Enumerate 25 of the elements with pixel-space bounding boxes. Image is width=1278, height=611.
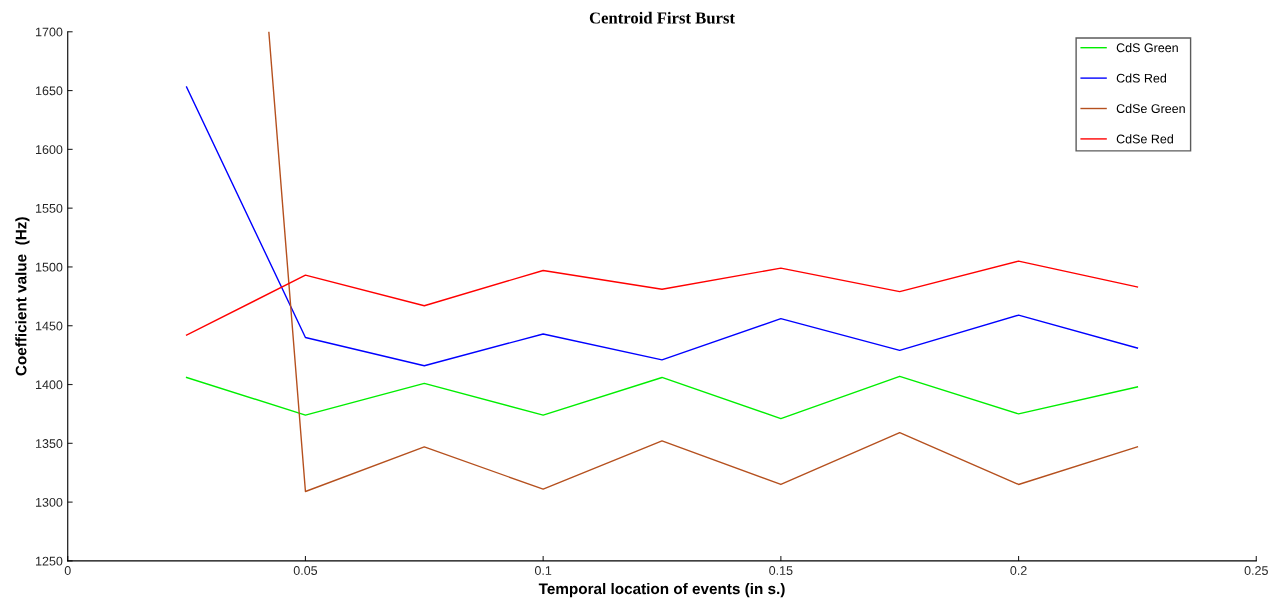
x-tick-label: 0.05 xyxy=(293,566,318,575)
x-tick-label: 0.2 xyxy=(1010,566,1027,575)
y-tick-label: 1300 xyxy=(36,497,63,507)
x-tick-label: 0.25 xyxy=(1244,566,1268,575)
y-axis-title: Coefficient value (Hz) xyxy=(15,217,30,376)
y-tick-label: 1450 xyxy=(36,321,63,331)
chart-title: Centroid First Burst xyxy=(589,11,735,24)
legend-label: CdSe Green xyxy=(1116,103,1185,114)
y-tick-label: 1400 xyxy=(36,380,63,390)
x-axis-title: Temporal location of events (in s.) xyxy=(538,582,785,598)
y-tick-label: 1350 xyxy=(36,439,63,448)
x-tick-label: 0.1 xyxy=(534,566,552,575)
y-tick-label: 1650 xyxy=(36,86,63,96)
legend-label: CdSe Red xyxy=(1116,134,1173,144)
line-series xyxy=(185,375,1139,420)
legend-label: CdS Red xyxy=(1116,73,1167,83)
line-series xyxy=(185,260,1139,336)
y-tick-label: 1700 xyxy=(36,27,63,37)
y-tick-label: 1550 xyxy=(36,203,63,213)
y-tick-label: 1250 xyxy=(36,556,63,566)
legend-label: CdS Green xyxy=(1116,43,1178,53)
x-tick-label: 0 xyxy=(64,566,71,575)
x-tick-label: 0.15 xyxy=(769,566,793,575)
y-tick-label: 1600 xyxy=(36,145,63,155)
y-tick-label: 1500 xyxy=(36,262,63,272)
